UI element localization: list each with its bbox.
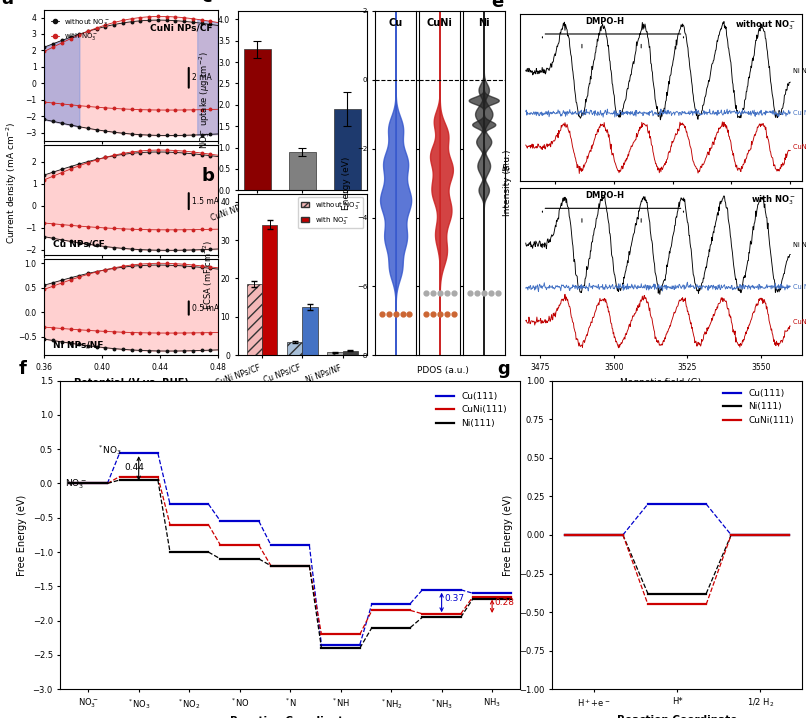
Text: Cu NPs/CF: Cu NPs/CF [793,110,806,116]
Bar [334,109,361,190]
Text: Ni: Ni [478,18,489,28]
Text: 0.5 mA: 0.5 mA [192,304,218,312]
Text: Current density (mA cm$^{-2}$): Current density (mA cm$^{-2}$) [5,122,19,244]
Text: CuNi NPs/CF: CuNi NPs/CF [793,144,806,150]
Bar [247,284,262,355]
Text: DMPO-H: DMPO-H [585,191,624,200]
Text: Cu: Cu [388,18,403,28]
Text: Intensity (a.u.): Intensity (a.u.) [503,150,513,216]
Bar [343,351,358,355]
Text: e: e [492,0,504,11]
Text: Ni NPs/NF: Ni NPs/NF [793,68,806,74]
Text: f: f [19,360,27,378]
Text: with NO$_3^-$: with NO$_3^-$ [751,193,796,207]
Bar [302,307,318,355]
Text: $E_f$: $E_f$ [501,162,512,174]
Text: $^*$NO$_3$: $^*$NO$_3$ [98,443,123,457]
Text: 0.44: 0.44 [125,462,144,472]
Y-axis label: NO$_3^-$ uptake ($\mu$g cm$^{-2}$): NO$_3^-$ uptake ($\mu$g cm$^{-2}$) [197,52,213,149]
Text: 0.37: 0.37 [444,594,464,603]
Text: CuNi: CuNi [426,18,453,28]
Text: b: b [202,167,214,185]
Text: CuNi NPs/CF: CuNi NPs/CF [150,23,213,32]
Legend: without NO$_3^-$, with NO$_3^-$: without NO$_3^-$, with NO$_3^-$ [298,197,364,228]
Y-axis label: Energy (eV): Energy (eV) [343,157,351,210]
Bar [327,353,343,355]
Text: Cu NPs/CF: Cu NPs/CF [53,240,105,248]
Text: c: c [202,0,212,6]
Text: Cu NPs/CF: Cu NPs/CF [793,284,806,290]
Text: d: d [354,0,367,1]
Text: Ni NPs/NF: Ni NPs/NF [793,242,806,248]
Bar [287,342,302,355]
Text: 2 mA: 2 mA [192,73,211,83]
Text: a: a [1,0,13,8]
Legend: without NO$_3^-$, with NO$_3^-$: without NO$_3^-$, with NO$_3^-$ [48,14,113,45]
X-axis label: Potential (V vs. RHE): Potential (V vs. RHE) [73,378,189,388]
X-axis label: Reaction Coordinate: Reaction Coordinate [230,717,351,718]
Legend: Cu(111), CuNi(111), Ni(111): Cu(111), CuNi(111), Ni(111) [433,388,511,432]
Legend: Cu(111), Ni(111), CuNi(111): Cu(111), Ni(111), CuNi(111) [719,385,797,429]
Y-axis label: Free Energy (eV): Free Energy (eV) [17,494,27,576]
Y-axis label: Free Energy (eV): Free Energy (eV) [504,494,513,576]
Bar [243,50,271,190]
X-axis label: Reaction Coordinate: Reaction Coordinate [617,715,737,718]
Y-axis label: ECSA (mF cm$^{-2}$): ECSA (mF cm$^{-2}$) [202,240,215,309]
Text: Ni NPs/NF: Ni NPs/NF [53,340,103,350]
X-axis label: Magnetic field (G): Magnetic field (G) [621,378,701,386]
Text: 0.28: 0.28 [495,598,514,607]
Text: NO$_3^-$: NO$_3^-$ [65,478,87,491]
Bar [262,225,277,355]
Text: PDOS (a.u.): PDOS (a.u.) [418,366,469,376]
Bar [289,151,316,190]
Text: without NO$_3^-$: without NO$_3^-$ [735,19,796,32]
Text: CuNi NPs/CF: CuNi NPs/CF [793,319,806,325]
Text: 1.5 mA: 1.5 mA [192,197,218,205]
Text: DMPO-H: DMPO-H [585,17,624,26]
Text: g: g [497,360,510,378]
